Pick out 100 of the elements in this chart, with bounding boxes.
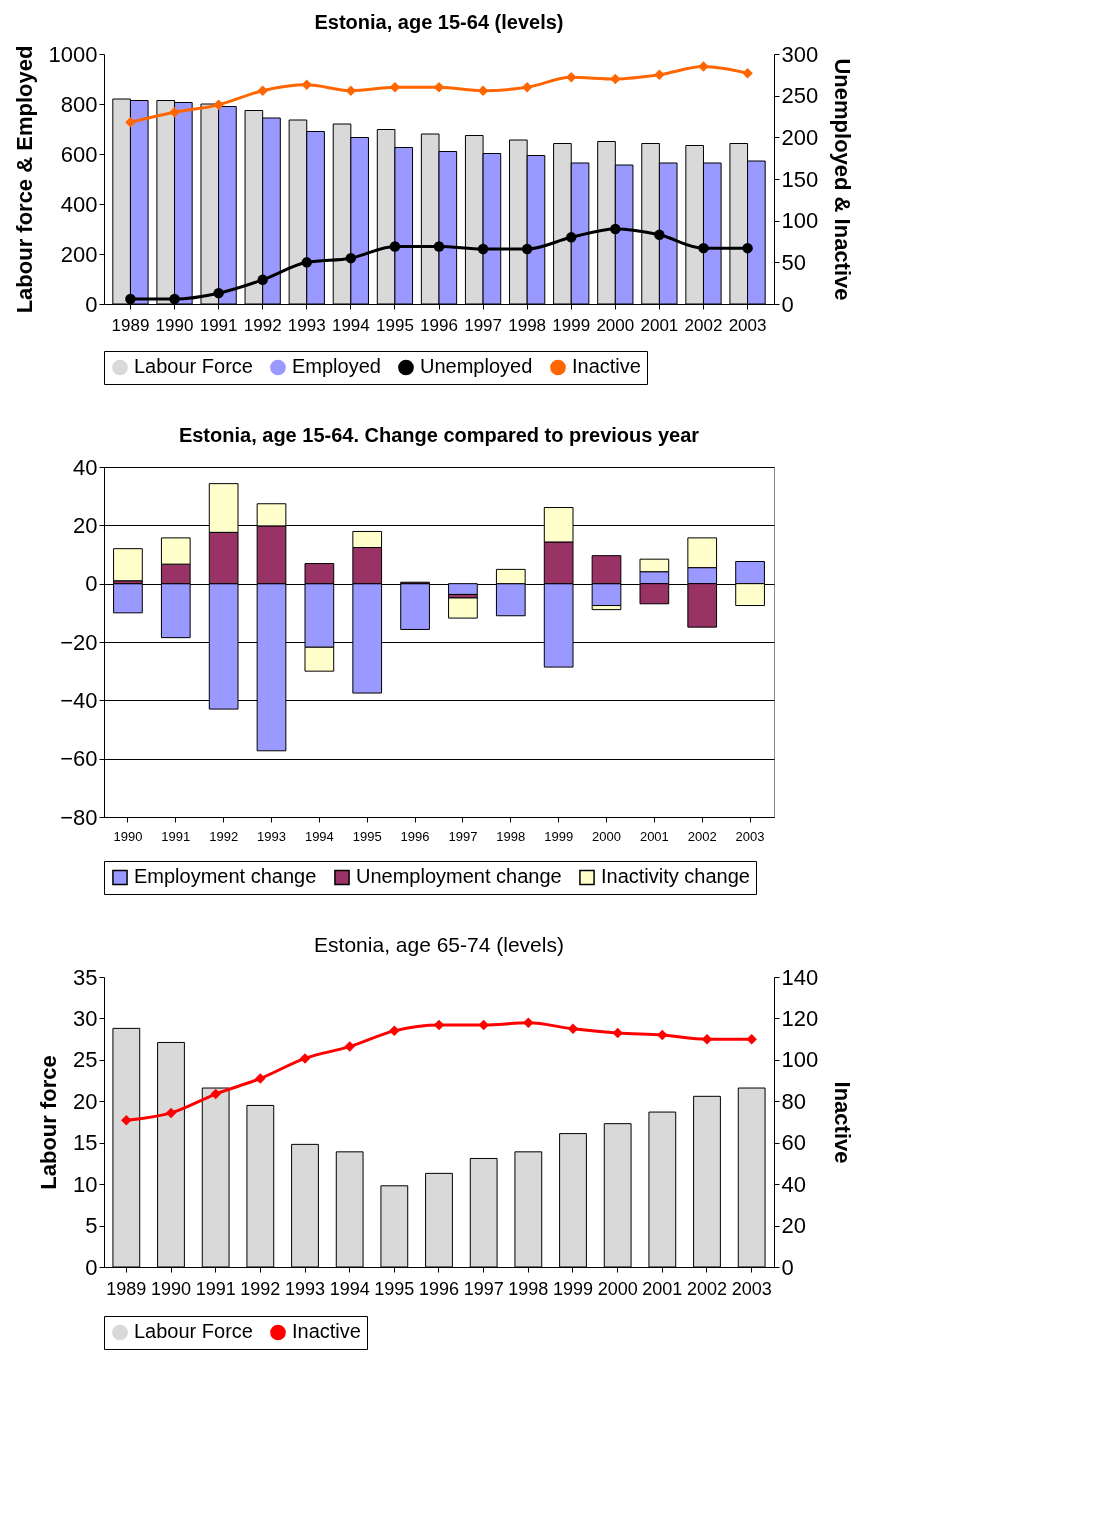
point	[389, 1025, 400, 1037]
y2-tick-label: 300	[781, 41, 819, 67]
legend-label: Labour Force	[134, 1320, 253, 1343]
point	[523, 1017, 534, 1029]
x-tick-label: 1999	[544, 828, 574, 844]
y-tick-label: 0	[85, 571, 98, 597]
y-tick-label: 10	[73, 1171, 98, 1197]
y-tick-label: 20	[73, 512, 98, 538]
point	[612, 1027, 623, 1039]
y-tick-label: 30	[73, 1005, 98, 1031]
point	[165, 1107, 177, 1119]
x-tick-label: 1992	[209, 828, 239, 844]
point	[742, 242, 753, 254]
point	[389, 241, 401, 252]
x-tick-label: 1990	[155, 315, 194, 335]
x-tick-label: 1999	[552, 1278, 594, 1299]
y-tick-label: 5	[85, 1213, 98, 1239]
point	[654, 69, 665, 81]
y-tick-label: −80	[60, 804, 98, 830]
y2-tick-label: 0	[781, 1254, 794, 1280]
x-tick-label: 2003	[735, 828, 765, 844]
point	[521, 82, 533, 93]
y-tick-label: 1000	[48, 41, 98, 67]
x-tick-label: 2000	[592, 828, 621, 844]
legend-label: Employment change	[134, 865, 317, 888]
y-tick-label: 0	[85, 291, 98, 317]
x-tick-label: 1995	[374, 1278, 415, 1299]
x-tick-label: 1998	[496, 828, 526, 844]
x-tick-label: 1999	[552, 315, 591, 335]
x-tick-label: 2002	[687, 828, 717, 844]
y2-tick-label: 20	[781, 1213, 806, 1239]
y2-tick-label: 60	[781, 1130, 806, 1156]
legend-label: Inactivity change	[601, 865, 750, 888]
x-tick-label: 1991	[195, 1278, 236, 1299]
x-tick-label: 1995	[376, 315, 414, 335]
y-tick-label: 0	[85, 1254, 98, 1280]
y2-tick-label: 150	[781, 166, 819, 192]
x-tick-label: 1996	[418, 1278, 460, 1299]
x-tick-label: 2000	[597, 1278, 638, 1299]
x-tick-label: 1991	[161, 828, 191, 844]
y2-axis-title: Inactive	[830, 1081, 856, 1164]
x-tick-label: 1998	[508, 315, 547, 335]
point	[567, 1023, 579, 1035]
point	[477, 243, 489, 255]
x-tick-label: 1993	[257, 828, 286, 844]
x-tick-label: 1989	[111, 315, 150, 335]
point	[121, 1115, 132, 1126]
x-tick-label: 1996	[400, 828, 430, 844]
x-tick-label: 1991	[199, 315, 238, 335]
y2-tick-label: 0	[781, 291, 794, 317]
y-tick-label: 400	[60, 191, 98, 217]
x-tick-label: 2000	[596, 315, 635, 335]
legend-label: Inactive	[572, 355, 641, 378]
y2-tick-label: 50	[781, 249, 806, 275]
point	[698, 61, 709, 72]
point	[210, 1088, 221, 1100]
x-tick-label: 1992	[243, 315, 282, 335]
y-tick-label: 200	[60, 241, 98, 267]
x-tick-label: 1994	[329, 1278, 370, 1299]
y-tick-label: −60	[60, 746, 98, 772]
y2-tick-label: 80	[781, 1088, 806, 1114]
x-tick-label: 1996	[420, 315, 458, 335]
x-tick-label: 1990	[113, 828, 143, 844]
x-tick-label: 2001	[639, 828, 669, 844]
point	[257, 85, 268, 96]
y-tick-label: 15	[73, 1130, 98, 1156]
legend-label: Unemployed	[420, 355, 533, 378]
legend-label: Unemployment change	[356, 865, 562, 888]
y2-tick-label: 140	[781, 964, 819, 990]
x-tick-label: 1997	[464, 315, 502, 335]
point	[742, 67, 753, 79]
y2-axis-title: Unemployed & Inactive	[830, 58, 856, 301]
legend-label: Inactive	[292, 1320, 361, 1343]
x-tick-label: 1993	[284, 1278, 326, 1299]
y-tick-label: 800	[60, 91, 98, 117]
point	[610, 73, 621, 85]
point	[125, 293, 136, 305]
y-tick-label: 20	[73, 1088, 98, 1114]
point	[478, 1019, 489, 1031]
point	[255, 1073, 266, 1084]
chart-title: Estonia, age 15-64 (levels)	[314, 11, 564, 33]
y2-tick-label: 40	[781, 1171, 806, 1197]
point	[345, 252, 357, 264]
x-tick-label: 2001	[640, 315, 679, 335]
x-tick-label: 1998	[508, 1278, 549, 1299]
x-tick-label: 2003	[731, 1278, 772, 1299]
point	[257, 274, 268, 286]
x-tick-label: 1993	[287, 315, 326, 335]
y-tick-label: 35	[73, 964, 98, 990]
y2-tick-label: 120	[781, 1005, 819, 1031]
point	[169, 107, 180, 118]
x-tick-label: 1997	[463, 1278, 504, 1299]
point	[344, 1041, 355, 1052]
y-tick-label: −40	[60, 687, 98, 713]
y-tick-label: −20	[60, 629, 98, 655]
y2-tick-label: 200	[781, 124, 819, 150]
y-axis-title: Labour force	[36, 1055, 62, 1190]
y-tick-label: 25	[73, 1047, 98, 1073]
point	[746, 1033, 757, 1045]
point	[213, 287, 224, 299]
